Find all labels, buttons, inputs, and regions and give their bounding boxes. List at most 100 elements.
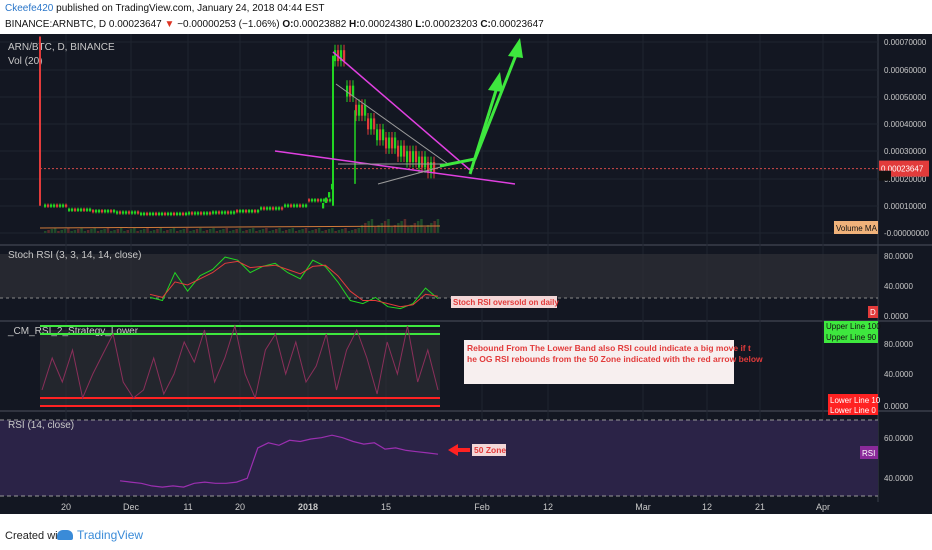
- candle-body: [373, 118, 376, 130]
- candle-body: [281, 207, 284, 210]
- candle-body: [83, 208, 86, 211]
- volume-bar: [119, 228, 123, 233]
- rsi-y-tick: 40.0000: [884, 474, 913, 483]
- volume-bar: [67, 228, 70, 233]
- candle-body: [44, 204, 47, 207]
- candle-body: [62, 204, 65, 207]
- volume-bar: [251, 228, 255, 233]
- volume-bar: [185, 228, 189, 233]
- candle-body: [370, 118, 373, 130]
- candle-body: [95, 210, 98, 213]
- author-link[interactable]: Ckeefe420: [5, 3, 54, 14]
- volume-bar: [245, 230, 248, 233]
- candle-body: [47, 204, 50, 207]
- volume-bar: [172, 228, 176, 233]
- candle-body: [409, 151, 412, 163]
- volume-bar: [397, 223, 400, 233]
- x-tick: Feb: [474, 502, 490, 512]
- candle-body: [266, 207, 269, 210]
- candle-body: [155, 212, 158, 215]
- stoch-d-badge: [868, 306, 878, 318]
- candle-body: [257, 210, 260, 213]
- volume-bar: [393, 225, 397, 233]
- upper-label-2: Upper Line 90: [826, 333, 877, 342]
- rsi-line: [119, 434, 439, 488]
- volume-bar: [380, 223, 384, 233]
- volume-bar: [258, 230, 261, 233]
- volume-bar: [324, 230, 327, 233]
- candle-body: [325, 197, 328, 203]
- candle-body: [185, 212, 188, 215]
- candle-body: [86, 208, 89, 211]
- volume-bar: [377, 225, 380, 233]
- volume-bar: [133, 228, 136, 233]
- candle-body: [182, 212, 185, 215]
- chart-area[interactable]: ARN/BTC, D, BINANCE Vol (20) 0.00070000 0.0…: [0, 34, 932, 514]
- cm-note-line: he OG RSI rebounds from the 50 Zone indi…: [467, 354, 763, 364]
- candle-body: [385, 137, 388, 149]
- cm-title: _CM_RSI_2_Strategy_Lower: [7, 326, 139, 337]
- candle-body: [358, 104, 361, 116]
- candle-body: [239, 210, 242, 213]
- lower-label-badge-2: [828, 406, 878, 415]
- candle-body: [125, 211, 128, 214]
- volume-bar: [146, 228, 149, 233]
- volume-bar: [308, 231, 311, 233]
- candle-body: [236, 210, 239, 213]
- candle-body: [397, 145, 400, 157]
- volume-bar: [383, 221, 387, 233]
- volume-bar: [232, 230, 235, 233]
- volume-bar: [86, 230, 90, 233]
- candle-body: [394, 137, 397, 149]
- volume-bar: [182, 229, 186, 233]
- volume-bar: [430, 223, 433, 233]
- rsi-badge: [860, 446, 878, 459]
- candle-body: [418, 156, 421, 168]
- candle-body: [212, 211, 215, 214]
- candle-body: [206, 212, 209, 215]
- price-y-tick: 0.00070000: [884, 38, 927, 47]
- price-y-tick: 0.00060000: [884, 66, 927, 75]
- stoch-y-tick: 40.0000: [884, 282, 913, 291]
- candle-body: [260, 207, 263, 210]
- cm-note-box: [464, 340, 734, 384]
- volume-bar: [255, 231, 258, 233]
- candle-body: [164, 212, 167, 215]
- volume-bar: [298, 230, 301, 233]
- volume-bar: [57, 231, 60, 233]
- volume-bar: [152, 230, 156, 233]
- price-chart-title: ARN/BTC, D, BINANCE: [8, 42, 115, 53]
- tradingview-brand[interactable]: TradingView: [77, 528, 144, 542]
- candle-body: [89, 208, 92, 211]
- volume-subtitle: Vol (20): [8, 56, 42, 67]
- x-tick: Apr: [816, 502, 830, 512]
- volume-bar: [374, 227, 377, 233]
- candle-body: [314, 199, 317, 202]
- chart-svg[interactable]: ARN/BTC, D, BINANCE Vol (20) 0.00070000 0.0…: [0, 34, 932, 514]
- x-tick: 20: [61, 502, 71, 512]
- volume-bar: [314, 229, 318, 233]
- candle-body: [101, 210, 104, 213]
- low-value: 0.00023203: [424, 19, 478, 30]
- candle-body: [293, 204, 296, 207]
- zone-label: 50 Zone: [474, 445, 506, 455]
- volume-bar: [80, 228, 83, 233]
- stoch-d-line: [149, 260, 439, 308]
- candle-body: [167, 212, 170, 215]
- volume-bar: [228, 231, 232, 233]
- candle-body: [424, 156, 427, 168]
- candle-body: [290, 204, 293, 207]
- candle-body: [275, 207, 278, 210]
- x-tick: 11: [183, 502, 192, 512]
- volume-ma-badge: [834, 221, 878, 234]
- x-tick: 12: [543, 502, 553, 512]
- volume-bar: [136, 231, 139, 233]
- zone-arrow-icon: [448, 444, 458, 456]
- candle-body: [215, 211, 218, 214]
- volume-bar: [110, 231, 113, 233]
- candle-body: [254, 210, 257, 213]
- volume-bar: [179, 230, 182, 233]
- volume-bar: [176, 231, 179, 233]
- cm-y-tick: 40.0000: [884, 370, 913, 379]
- volume-bar: [209, 229, 212, 233]
